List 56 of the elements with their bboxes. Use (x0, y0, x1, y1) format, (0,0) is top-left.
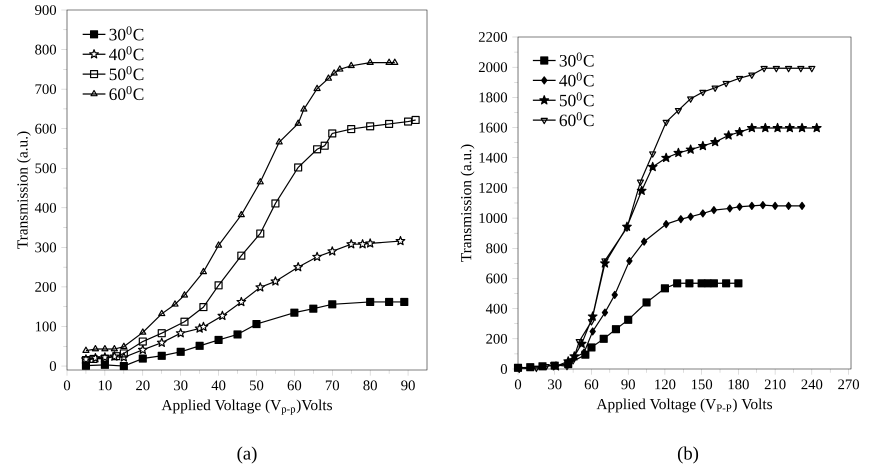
legend-label: 60$^{0}$C (560, 112, 594, 126)
x-tick-label: 50 (250, 380, 264, 390)
text: (b) (678, 446, 698, 464)
y-axis-title: Transmission (a.u.) (16, 132, 31, 249)
legend-label: 50$^{0}$C (110, 66, 144, 80)
y-tick-label: 800 (35, 44, 56, 55)
y-tick-label: 300 (35, 242, 56, 252)
x-tick-label: 30 (174, 380, 188, 390)
legend-label: 60$^{0}$C (109, 86, 144, 100)
x-tick-label: 210 (764, 379, 786, 390)
x-axis-title: Applied Voltage (V$_{p-p}$)Volts (162, 399, 332, 415)
x-tick-label: 80 (363, 380, 377, 390)
x-tick-label: 30 (548, 379, 562, 390)
y-tick-label: 900 (35, 5, 56, 15)
y-tick-label: 200 (486, 334, 508, 344)
y-tick-label: 800 (486, 243, 508, 254)
x-tick-label: 70 (326, 380, 340, 390)
x-tick-label: 90 (401, 380, 415, 390)
x-tick-label: 270 (838, 379, 860, 390)
x-tick-label: 60 (288, 380, 302, 390)
y-axis-title: Transmission (a.u.) (460, 144, 474, 262)
x-tick-label: 60 (584, 379, 598, 390)
text: (a) (237, 446, 257, 464)
x-tick-label: 120 (655, 379, 676, 390)
y-tick-label: 1600 (480, 122, 508, 132)
y-tick-label: 500 (35, 163, 56, 174)
y-tick-label: 0 (500, 364, 508, 374)
legend-label: 50$^{0}$C (560, 92, 594, 106)
x-axis-title: Applied Voltage (V$_{P-P}$) Volts (596, 398, 772, 412)
x-tick-label: 0 (514, 379, 522, 390)
y-tick-label: 600 (486, 274, 508, 284)
x-tick-label: 240 (801, 379, 822, 390)
x-tick-label: 150 (692, 379, 712, 390)
legend-label: 30$^{0}$C (560, 52, 594, 67)
y-tick-label: 700 (36, 84, 56, 94)
legend-label: 40$^{0}$C (109, 46, 144, 60)
y-tick-label: 400 (34, 202, 56, 213)
y-tick-label: 400 (486, 304, 508, 314)
y-tick-label: 200 (35, 282, 56, 292)
y-tick-label: 600 (35, 124, 56, 134)
x-tick-label: 0 (64, 380, 70, 390)
y-tick-label: 1400 (480, 152, 508, 163)
y-tick-label: 2000 (478, 62, 508, 72)
legend-label: 40$^{0}$C (559, 72, 594, 86)
x-tick-label: 180 (728, 379, 749, 390)
y-tick-label: 1800 (480, 92, 508, 102)
y-tick-label: 1000 (480, 213, 508, 224)
y-tick-label: 1200 (480, 182, 508, 193)
y-tick-label: 2200 (478, 32, 508, 42)
legend-label: 30$^{0}$C (110, 26, 144, 40)
x-tick-label: 90 (621, 379, 635, 390)
x-tick-label: 10 (98, 380, 112, 390)
x-tick-label: 40 (212, 380, 226, 390)
x-tick-label: 20 (136, 380, 150, 390)
y-tick-label: 100 (36, 322, 56, 332)
y-tick-label: 0 (50, 361, 56, 371)
